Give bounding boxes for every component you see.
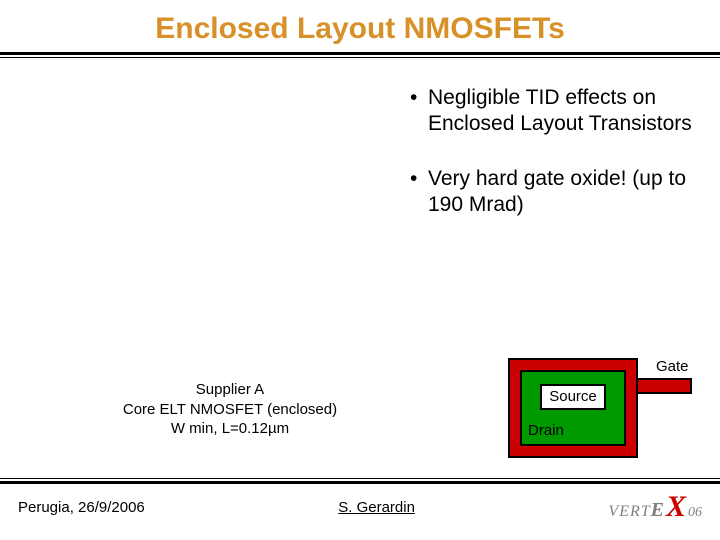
footer-divider — [0, 478, 720, 484]
bullet-dot-icon: • — [410, 85, 428, 138]
bullet-item: • Negligible TID effects on Enclosed Lay… — [410, 85, 700, 138]
footer-venue: Perugia, 26/9/2006 — [18, 499, 145, 516]
vertex-logo: VERTEX06 — [608, 490, 702, 524]
bullet-text: Negligible TID effects on Enclosed Layou… — [428, 85, 700, 138]
bullet-item: • Very hard gate oxide! (up to 190 Mrad) — [410, 166, 700, 219]
gate-label: Gate — [656, 358, 689, 375]
title-text: Enclosed Layout NMOSFETs — [155, 12, 565, 45]
footer-author: S. Gerardin — [338, 499, 415, 516]
supplier-line: W min, L=0.12µm — [100, 419, 360, 439]
logo-e: E — [651, 499, 664, 522]
page-title: Enclosed Layout NMOSFETs — [0, 0, 720, 46]
supplier-line: Supplier A — [100, 380, 360, 400]
title-underline — [0, 52, 720, 58]
logo-prefix: VERT — [608, 503, 650, 521]
bullet-text: Very hard gate oxide! (up to 190 Mrad) — [428, 166, 700, 219]
gate-bar — [638, 378, 692, 394]
source-region: Source — [540, 384, 606, 410]
bullet-dot-icon: • — [410, 166, 428, 219]
transistor-diagram: Source Drain Gate — [480, 358, 700, 468]
footer: Perugia, 26/9/2006 S. Gerardin VERTEX06 — [0, 476, 720, 524]
supplier-line: Core ELT NMOSFET (enclosed) — [100, 400, 360, 420]
logo-year: 06 — [688, 505, 702, 521]
source-label: Source — [549, 388, 597, 405]
supplier-caption: Supplier A Core ELT NMOSFET (enclosed) W… — [100, 380, 360, 439]
drain-label: Drain — [528, 422, 564, 439]
bullet-list: • Negligible TID effects on Enclosed Lay… — [410, 85, 700, 246]
logo-x: X — [666, 490, 686, 524]
